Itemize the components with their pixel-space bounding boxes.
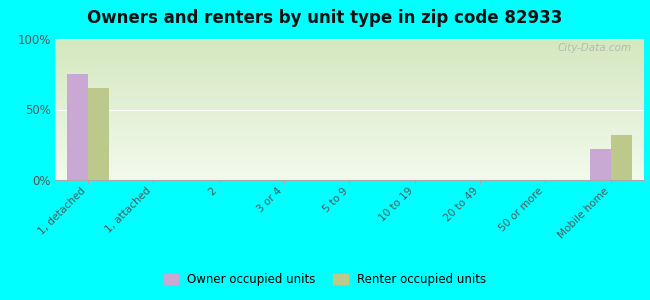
Text: City-Data.com: City-Data.com [558,43,632,53]
Text: Owners and renters by unit type in zip code 82933: Owners and renters by unit type in zip c… [87,9,563,27]
Bar [611,135,632,180]
Bar [88,88,109,180]
Bar [590,149,611,180]
Bar [67,74,88,180]
Legend: Owner occupied units, Renter occupied units: Owner occupied units, Renter occupied un… [159,269,491,291]
